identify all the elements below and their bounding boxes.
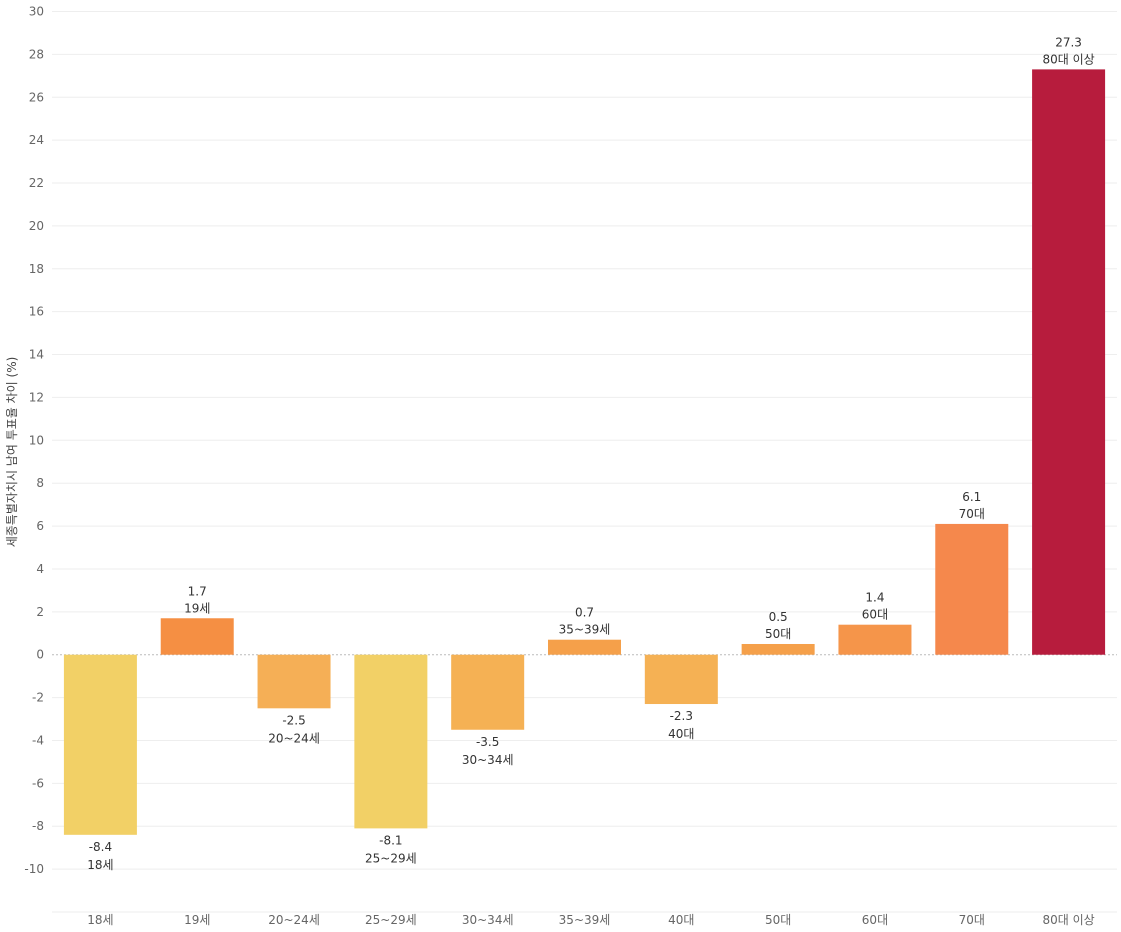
- x-tick-label: 80대 이상: [1042, 913, 1094, 927]
- category-label: 18세: [87, 858, 113, 872]
- bar: [451, 654, 525, 730]
- value-label: 1.4: [865, 591, 884, 605]
- y-tick-label: 2: [36, 605, 44, 619]
- bar: [741, 643, 815, 655]
- y-tick-label: 14: [29, 348, 44, 362]
- bar: [160, 618, 234, 655]
- y-tick-label: -4: [32, 733, 44, 747]
- y-tick-label: -2: [32, 691, 44, 705]
- value-label: -3.5: [476, 735, 499, 749]
- bar: [644, 654, 718, 705]
- y-tick-label: -10: [24, 862, 44, 876]
- y-tick-label: 22: [29, 176, 44, 190]
- x-tick-label: 35~39세: [559, 913, 611, 927]
- category-label: 20~24세: [268, 731, 320, 745]
- y-tick-label: 8: [36, 476, 44, 490]
- category-label: 35~39세: [559, 623, 611, 637]
- value-label: 0.7: [575, 606, 594, 620]
- y-tick-label: 24: [29, 133, 44, 147]
- bar: [548, 639, 621, 655]
- y-tick-label: 4: [36, 562, 44, 576]
- x-tick-label: 50대: [765, 913, 791, 927]
- y-axis-label: 세종특별자치시 남여 투표율 차이 (%): [5, 357, 19, 548]
- x-tick-label: 30~34세: [462, 913, 514, 927]
- bars: [63, 69, 1106, 835]
- bar: [1032, 69, 1106, 655]
- value-label: -8.1: [379, 833, 402, 847]
- y-tick-label: -6: [32, 776, 44, 790]
- x-tick-label: 18세: [87, 913, 113, 927]
- value-label: 6.1: [962, 490, 981, 504]
- bar: [838, 624, 912, 655]
- y-tick-label: 16: [29, 305, 44, 319]
- data-labels: -8.4 18세 1.7 19세 -2.5 20~24세 -8.1 25~29세 -3.5 30~…: [87, 35, 1094, 871]
- x-tick-label: 19세: [184, 913, 210, 927]
- y-tick-label: 10: [29, 433, 44, 447]
- x-tick-label: 60대: [862, 913, 888, 927]
- value-label: -2.5: [282, 713, 305, 727]
- category-label: 80대 이상: [1042, 52, 1094, 66]
- x-axis: 18세 19세 20~24세 25~29세 30~34세 35~39세 40대 50대 60대 7…: [87, 913, 1094, 927]
- y-tick-label: 0: [36, 648, 44, 662]
- gridlines: [52, 11, 1117, 913]
- y-tick-label: 20: [29, 219, 44, 233]
- value-label: 27.3: [1055, 35, 1082, 49]
- value-label: -8.4: [89, 840, 112, 854]
- bar: [63, 654, 137, 835]
- bar: [354, 654, 428, 829]
- bar: [257, 654, 331, 709]
- category-label: 25~29세: [365, 851, 417, 865]
- y-tick-label: -8: [32, 819, 44, 833]
- value-label: 1.7: [188, 584, 207, 598]
- bar: [935, 523, 1009, 655]
- y-tick-label: 6: [36, 519, 44, 533]
- x-tick-label: 40대: [668, 913, 694, 927]
- category-label: 19세: [184, 601, 210, 615]
- category-label: 60대: [862, 608, 888, 622]
- category-label: 30~34세: [462, 753, 514, 767]
- value-label: -2.3: [670, 709, 693, 723]
- category-label: 40대: [668, 727, 694, 741]
- x-tick-label: 70대: [959, 913, 985, 927]
- y-tick-label: 28: [29, 47, 44, 61]
- value-label: 0.5: [769, 610, 788, 624]
- y-tick-label: 18: [29, 262, 44, 276]
- y-tick-label: 30: [29, 5, 44, 19]
- category-label: 50대: [765, 627, 791, 641]
- x-tick-label: 25~29세: [365, 913, 417, 927]
- category-label: 70대: [959, 507, 985, 521]
- x-tick-label: 20~24세: [268, 913, 320, 927]
- y-tick-label: 12: [29, 390, 44, 404]
- y-tick-label: 26: [29, 90, 44, 104]
